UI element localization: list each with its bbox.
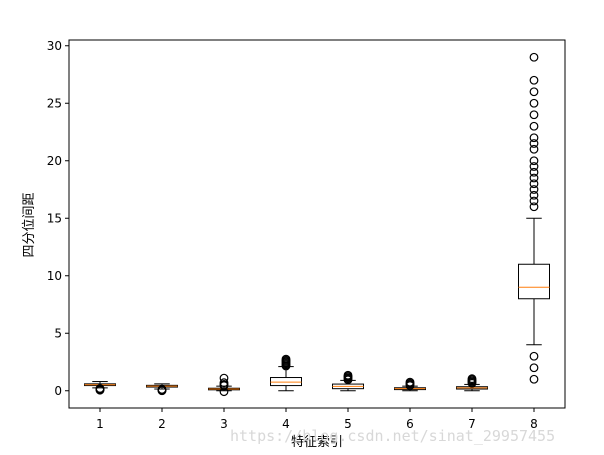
flier-point bbox=[529, 87, 539, 97]
flier-point bbox=[529, 190, 539, 200]
flier-point bbox=[529, 156, 539, 166]
flier-point bbox=[529, 162, 539, 171]
x-tick-label: 8 bbox=[530, 417, 538, 431]
x-tick-label: 3 bbox=[220, 417, 228, 431]
y-tick-label: 0 bbox=[54, 384, 62, 398]
flier-point bbox=[529, 196, 539, 206]
y-tick-label: 25 bbox=[47, 96, 62, 110]
box-iqr bbox=[270, 377, 302, 387]
y-tick-label: 5 bbox=[54, 326, 62, 340]
x-tick-label: 4 bbox=[282, 417, 290, 431]
x-axis-label: 特征索引 bbox=[291, 435, 343, 450]
y-tick-label: 30 bbox=[47, 39, 62, 53]
flier-point bbox=[529, 167, 539, 177]
flier-point bbox=[529, 75, 539, 85]
box-group-3 bbox=[208, 373, 240, 397]
flier-point bbox=[529, 363, 539, 373]
y-tick-label: 10 bbox=[47, 269, 62, 283]
flier-point bbox=[529, 133, 539, 143]
flier-point bbox=[529, 351, 539, 361]
flier-point bbox=[529, 374, 539, 384]
flier-point bbox=[529, 121, 539, 131]
x-tick-label: 7 bbox=[468, 417, 476, 431]
plot-layer bbox=[84, 52, 550, 397]
flier-point bbox=[529, 52, 539, 62]
flier-point bbox=[529, 202, 539, 212]
box-group-4 bbox=[270, 354, 302, 392]
x-tick-label: 1 bbox=[96, 417, 104, 431]
flier-point bbox=[281, 354, 291, 364]
flier-point bbox=[95, 384, 105, 393]
y-tick-label: 15 bbox=[47, 211, 62, 225]
flier-point bbox=[529, 144, 539, 154]
flier-point bbox=[405, 377, 415, 387]
flier-point bbox=[529, 139, 539, 148]
x-tick-label: 5 bbox=[344, 417, 352, 431]
flier-point bbox=[529, 110, 539, 120]
flier-point bbox=[467, 374, 477, 384]
y-tick-label: 20 bbox=[47, 154, 62, 168]
box-group-2 bbox=[146, 383, 178, 396]
box-group-6 bbox=[394, 377, 426, 392]
y-axis-label: 四分位间距 bbox=[22, 192, 37, 257]
box-group-8 bbox=[518, 52, 550, 384]
box-group-5 bbox=[332, 370, 364, 392]
x-tick-label: 2 bbox=[158, 417, 166, 431]
flier-point bbox=[343, 370, 353, 380]
flier-point bbox=[157, 384, 167, 394]
box-group-7 bbox=[456, 374, 488, 392]
box-group-1 bbox=[84, 381, 116, 395]
x-tick-label: 6 bbox=[406, 417, 414, 431]
flier-point bbox=[529, 185, 539, 194]
flier-point bbox=[219, 373, 229, 383]
flier-point bbox=[529, 173, 539, 183]
box-iqr bbox=[518, 263, 550, 300]
flier-point bbox=[529, 179, 539, 189]
flier-point bbox=[219, 378, 229, 388]
plot-frame bbox=[68, 39, 566, 409]
watermark-text: https://blog.csdn.net/sinat_29957455 bbox=[230, 427, 555, 445]
flier-point bbox=[529, 98, 539, 108]
axes-layer: 0 5 10 15 20 25 30 1 2 3 4 5 6 7 8 bbox=[47, 39, 566, 431]
